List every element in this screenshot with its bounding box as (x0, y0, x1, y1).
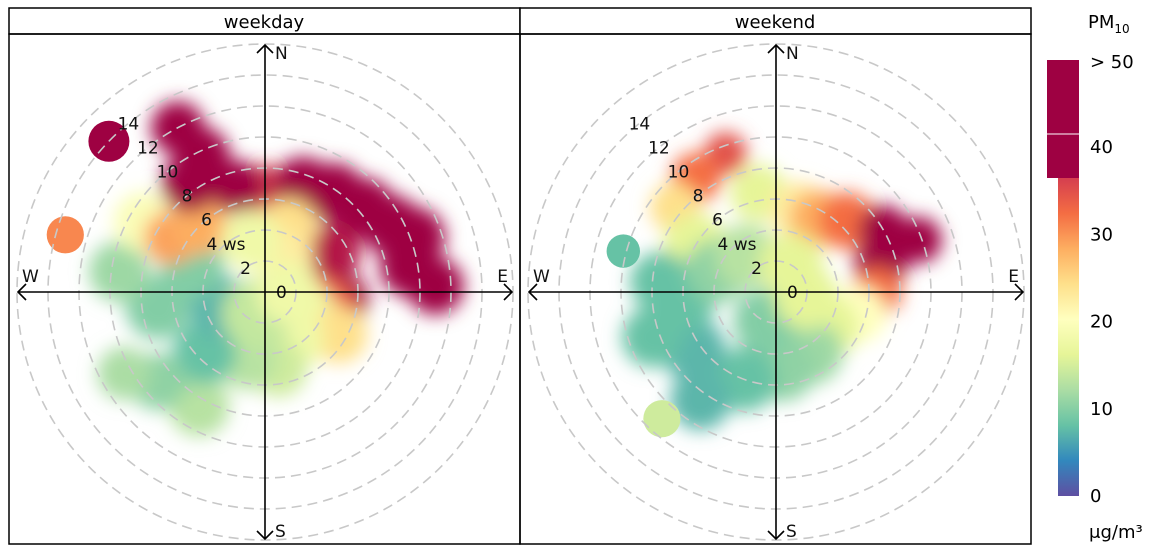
radial-tick-label: 12 (648, 139, 670, 159)
colorbar-gradient (1058, 178, 1079, 496)
colorbar-title: PM10 (1088, 12, 1130, 36)
surface-blob (310, 306, 368, 364)
radial-tick-label: 12 (137, 139, 159, 159)
surface-blob (895, 216, 942, 264)
surface-blob (303, 224, 361, 282)
surface-blob (629, 251, 691, 313)
surface-blob (97, 346, 151, 401)
radial-tick-label: 6 (201, 211, 212, 231)
colorbar-title-subscript: 10 (1114, 22, 1129, 36)
radial-tick-label: 6 (712, 211, 723, 231)
radial-tick-label: 8 (182, 187, 193, 207)
radial-tick-label: 14 (629, 114, 651, 134)
surface-island (643, 400, 681, 438)
center-label: 0 (276, 283, 287, 303)
colorbar: PM10 0 10 20 30 40 > 50 μg/m³ (1047, 12, 1143, 543)
surface-blob (210, 160, 264, 214)
direction-label: W (533, 267, 550, 287)
direction-label: S (786, 522, 797, 542)
plot-frame-weekend (519, 33, 1032, 545)
panel-title-weekday: weekday (224, 12, 305, 33)
radial-tick-label: 14 (118, 114, 140, 134)
colorbar-tick-label: 10 (1090, 399, 1113, 420)
direction-label: N (786, 44, 799, 64)
surface-island (46, 216, 84, 254)
radial-tick-label: 4 ws (718, 235, 757, 255)
direction-label: S (275, 522, 286, 542)
colorbar-tick-label: 30 (1090, 224, 1113, 245)
radial-tick-label: 10 (668, 163, 690, 183)
surface-blob (406, 257, 464, 315)
surface-weekday (46, 101, 464, 437)
radial-tick-label: 2 (240, 259, 251, 279)
colorbar-ticks: 0 10 20 30 40 > 50 (1090, 52, 1134, 507)
strip-weekend (519, 7, 1032, 35)
surface-blob (220, 209, 282, 270)
panel-title-weekend: weekend (735, 12, 816, 33)
radial-tick-label: 8 (693, 187, 704, 207)
colorbar-tick-label: > 50 (1090, 52, 1134, 73)
radial-tick-label: 2 (751, 259, 762, 279)
direction-label: E (1008, 267, 1019, 287)
colorbar-tick-label: 40 (1090, 137, 1113, 158)
radial-tick-label: 10 (157, 163, 179, 183)
direction-label: W (22, 267, 39, 287)
colorbar-unit: μg/m³ (1089, 522, 1143, 543)
surface-blob (88, 241, 150, 302)
axes-weekday: N E S W (16, 43, 514, 542)
strip-weekday (8, 7, 521, 35)
direction-label: E (497, 267, 508, 287)
colorbar-tick-label: 20 (1090, 312, 1113, 333)
direction-label: N (275, 44, 288, 64)
colorbar-tick-label: 0 (1090, 486, 1101, 507)
colorbar-overflow (1047, 60, 1079, 178)
radial-tick-label: 4 ws (207, 235, 246, 255)
surface-blob (670, 369, 731, 431)
surface-island (606, 234, 640, 268)
surface-weekend (606, 132, 942, 438)
axes-weekend: N E S W (527, 43, 1025, 542)
center-label: 0 (787, 283, 798, 303)
